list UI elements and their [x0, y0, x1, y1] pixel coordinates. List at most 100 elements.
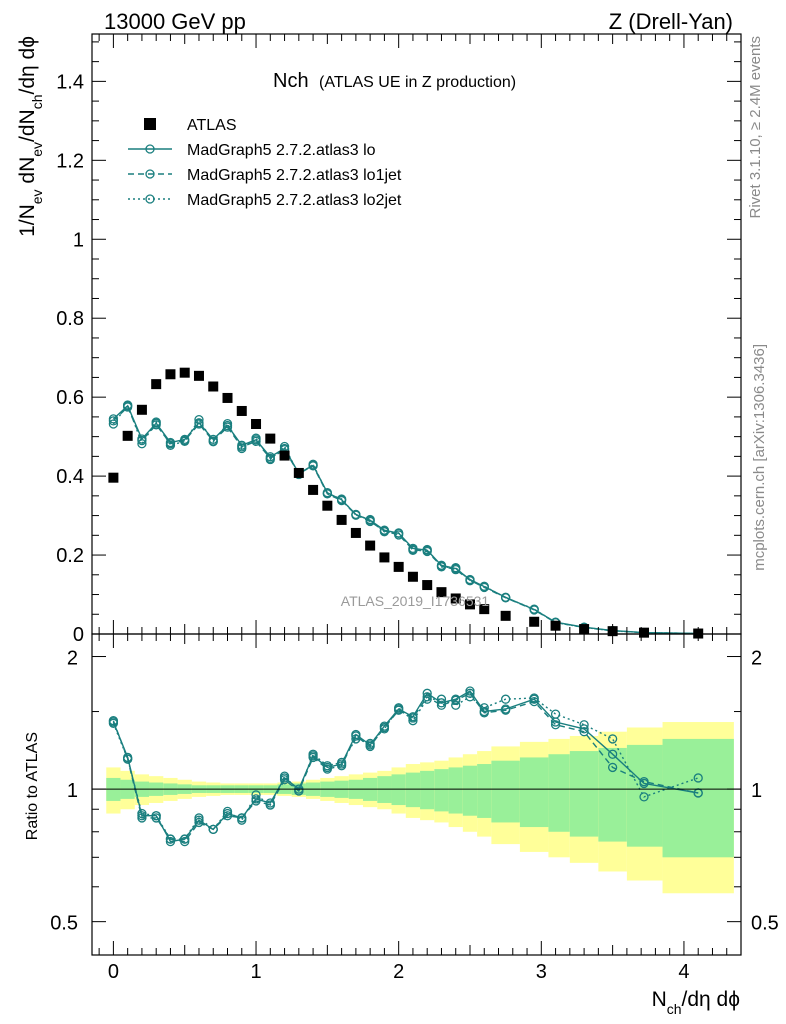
ratio-mc-point-dashed — [550, 720, 561, 730]
data-point — [308, 484, 319, 495]
ratio-mc-point-dotted — [550, 709, 561, 719]
data-point — [479, 604, 490, 615]
data-point — [450, 593, 461, 604]
main-mc-point-dashed — [137, 435, 147, 446]
ratio-mc-point-dotted — [451, 700, 461, 710]
main-mc-point-dotted — [194, 415, 204, 425]
main-mc-point-dotted — [529, 604, 539, 614]
ratio-mc-point-dashed — [500, 705, 511, 715]
main-y-tick-label: 0 — [73, 624, 84, 646]
ratio-mc-point-dashed — [137, 813, 147, 823]
data-point — [529, 616, 540, 627]
legend-marker-solid — [145, 144, 155, 154]
main-mc-point-dotted — [451, 563, 461, 573]
ratio-y-axis-label: Ratio to ATLAS — [24, 732, 41, 840]
band-inner-bin — [662, 738, 734, 858]
ratio-mc-point-dotted — [208, 824, 218, 835]
main-mc-point-dotted — [108, 419, 119, 429]
main-mc-point-dotted — [379, 527, 390, 537]
main-mc-point-dotted — [279, 441, 290, 452]
data-point — [208, 381, 219, 392]
ratio-mc-point-dotted — [365, 738, 375, 749]
legend-label: MadGraph5 2.7.2.atlas3 lo2jet — [187, 192, 402, 209]
data-point — [550, 620, 561, 631]
ratio-mc-point-dotted — [137, 808, 147, 819]
ratio-mc-point-dotted — [222, 806, 233, 817]
band-inner-bin — [598, 747, 627, 842]
band-inner-bin — [405, 772, 421, 808]
ratio-mc-point-dotted — [351, 734, 361, 744]
ratio-mc-point-dotted — [607, 734, 618, 744]
main-mc-point-dotted — [151, 417, 161, 427]
ratio-mc-point-dotted — [465, 692, 475, 702]
data-point — [322, 500, 333, 511]
band-inner-bin — [391, 774, 406, 806]
main-mc-point-dotted — [265, 454, 275, 465]
data-point — [222, 392, 233, 403]
ratio-mc-point-solid — [165, 836, 176, 847]
header-right: Z (Drell-Yan) — [609, 9, 733, 34]
band-inner-bin — [448, 767, 463, 814]
main-mc-point-dotted — [436, 562, 447, 572]
data-point — [265, 433, 276, 444]
data-point — [464, 599, 475, 610]
main-mc-point-dashed — [251, 436, 261, 447]
ratio-mc-point-dashed — [408, 713, 418, 723]
ratio-mc-point-dotted — [408, 716, 418, 726]
ratio-mc-line-dotted — [112, 695, 699, 840]
ratio-mc-point-dotted — [579, 720, 589, 730]
legend-label: ATLAS — [187, 117, 237, 134]
ratio-mc-point-dashed — [451, 695, 461, 706]
band-inner-bin — [491, 760, 520, 823]
band-inner-bin — [626, 744, 663, 847]
ratio-mc-point-dotted — [379, 724, 390, 734]
x-tick-label: 4 — [678, 961, 689, 983]
ratio-mc-point-dotted — [123, 754, 133, 764]
data-point — [108, 472, 119, 483]
band-inner-bin — [548, 754, 570, 832]
plot-title: Nch — [273, 70, 309, 92]
watermark: ATLAS_2019_I1736531 — [341, 593, 490, 609]
ratio-mc-point-dotted — [308, 749, 318, 759]
legend-marker-dotted — [145, 194, 155, 204]
main-mc-point-dotted — [479, 581, 489, 591]
data-point — [151, 379, 162, 390]
ratio-y-tick-label: 1 — [67, 780, 78, 802]
main-mc-point-dotted — [365, 514, 375, 525]
ratio-mc-line-dashed — [112, 692, 699, 843]
main-mc-point-dotted — [237, 443, 247, 454]
data-point — [293, 467, 304, 478]
main-mc-point-dotted — [500, 593, 511, 603]
ratio-mc-point-dotted — [237, 815, 247, 825]
main-mc-point-dotted — [180, 436, 190, 447]
ratio-mc-point-dotted — [251, 790, 261, 800]
ratio-y-tick-label: 0.5 — [50, 913, 78, 935]
data-point — [379, 552, 390, 563]
data-point — [193, 370, 204, 381]
data-point — [500, 610, 511, 621]
main-mc-point-dotted — [308, 459, 318, 469]
ratio-uncertainty-bands — [106, 722, 734, 894]
data-point — [422, 580, 433, 591]
data-point — [393, 561, 404, 572]
ratio-mc-point-dashed — [607, 762, 618, 773]
plot-subtitle: (ATLAS UE in Z production) — [319, 74, 516, 91]
axis-ticks — [92, 34, 741, 955]
ratio-mc-point-dotted — [639, 792, 649, 802]
main-mc-line-dashed — [112, 405, 699, 635]
band-inner-bin — [462, 765, 478, 816]
main-mc-point-dotted — [351, 510, 361, 520]
main-y-tick-label: 0.6 — [56, 387, 84, 409]
main-y-tick-label: 0.8 — [56, 308, 84, 330]
rivet-label: Rivet 3.1.10, ≥ 2.4M events — [747, 36, 764, 219]
main-y-axis-label: 1/Nev dNev/dNch/dη dϕ — [16, 36, 45, 237]
ratio-mc-point-dotted — [265, 800, 275, 810]
data-point — [365, 540, 376, 551]
ratio-mc-point-dashed — [479, 708, 489, 718]
ratio-mc-point-dotted — [322, 761, 333, 771]
ratio-mc-point-dashed — [639, 776, 649, 787]
x-tick-label: 0 — [108, 961, 119, 983]
legend-label: MadGraph5 2.7.2.atlas3 lo — [187, 142, 376, 159]
ratio-mc-point-dotted — [194, 813, 204, 823]
data-point — [350, 527, 361, 538]
